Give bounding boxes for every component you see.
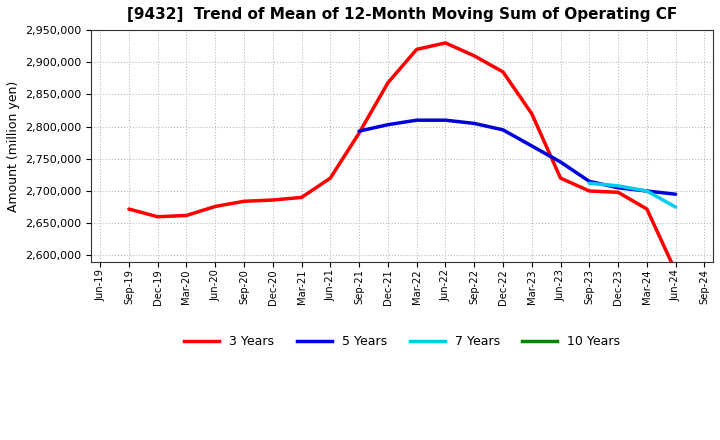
7 Years: [671, 205, 680, 210]
3 Years: [642, 206, 651, 212]
3 Years: [211, 204, 220, 209]
3 Years: [240, 198, 248, 204]
Title: [9432]  Trend of Mean of 12-Month Moving Sum of Operating CF: [9432] Trend of Mean of 12-Month Moving …: [127, 7, 678, 22]
3 Years: [125, 206, 133, 212]
3 Years: [182, 213, 191, 218]
3 Years: [499, 69, 508, 74]
5 Years: [557, 159, 565, 165]
5 Years: [528, 143, 536, 149]
3 Years: [269, 198, 277, 203]
7 Years: [613, 183, 622, 188]
3 Years: [153, 214, 162, 220]
5 Years: [613, 185, 622, 191]
5 Years: [499, 127, 508, 132]
3 Years: [528, 111, 536, 117]
3 Years: [671, 269, 680, 274]
5 Years: [413, 117, 421, 123]
3 Years: [384, 80, 392, 85]
3 Years: [297, 195, 306, 200]
5 Years: [355, 128, 364, 134]
3 Years: [470, 53, 479, 59]
5 Years: [642, 188, 651, 194]
Legend: 3 Years, 5 Years, 7 Years, 10 Years: 3 Years, 5 Years, 7 Years, 10 Years: [179, 330, 625, 353]
Line: 7 Years: 7 Years: [589, 183, 675, 207]
Y-axis label: Amount (million yen): Amount (million yen): [7, 81, 20, 212]
5 Years: [384, 122, 392, 127]
3 Years: [413, 47, 421, 52]
3 Years: [355, 130, 364, 136]
5 Years: [671, 191, 680, 197]
Line: 5 Years: 5 Years: [359, 120, 675, 194]
7 Years: [642, 188, 651, 194]
5 Years: [470, 121, 479, 126]
3 Years: [585, 188, 593, 194]
3 Years: [326, 176, 335, 181]
3 Years: [557, 176, 565, 181]
5 Years: [441, 117, 450, 123]
5 Years: [585, 179, 593, 184]
3 Years: [441, 40, 450, 46]
3 Years: [613, 190, 622, 195]
Line: 3 Years: 3 Years: [129, 43, 675, 271]
7 Years: [585, 181, 593, 186]
